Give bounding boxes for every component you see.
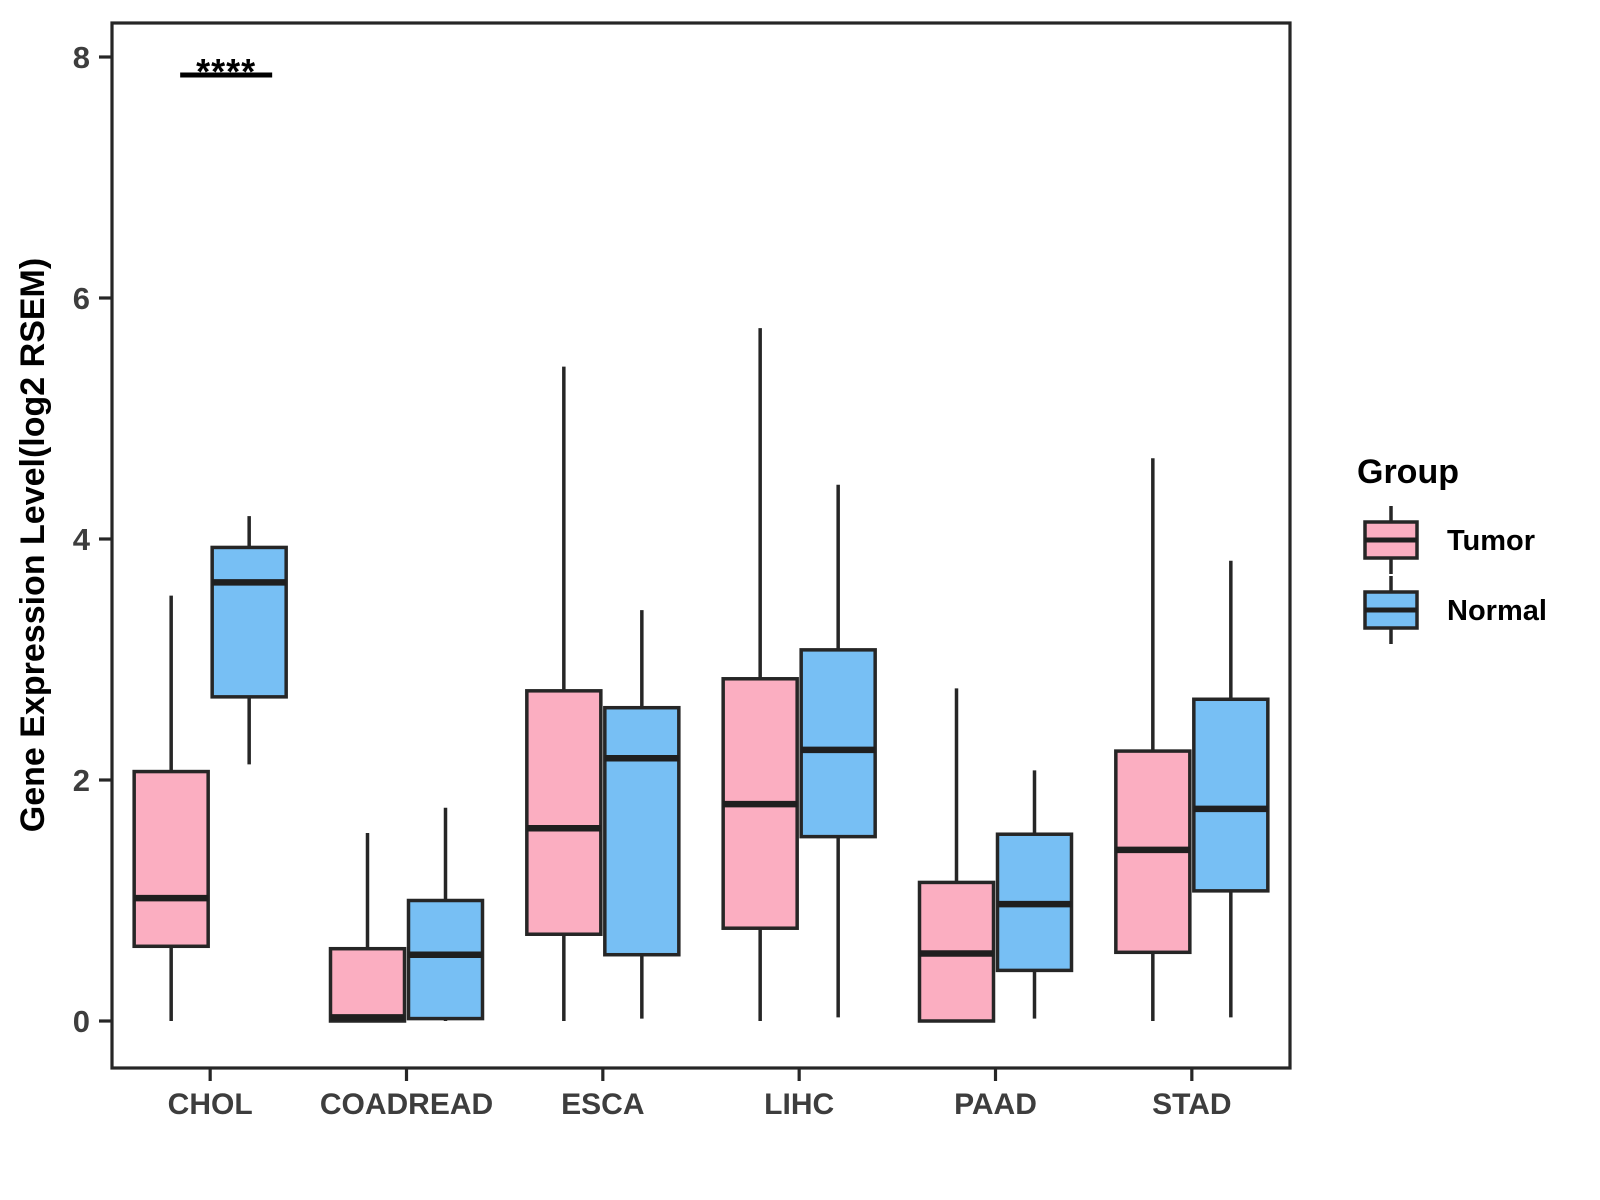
- y-tick-label-0: 0: [73, 1004, 90, 1039]
- box-CHOL-Tumor: [132, 595, 210, 1021]
- box-CHOL-Normal: [210, 516, 288, 765]
- legend-label-normal: Normal: [1447, 595, 1547, 627]
- box-LIHC-Normal: [799, 484, 877, 1018]
- box-ESCA-Tumor: [525, 366, 603, 1021]
- iqr-box: [328, 946, 407, 1023]
- box-STAD-Tumor: [1114, 458, 1192, 1021]
- box-ESCA-Normal: [603, 610, 681, 1019]
- box-LIHC-Tumor: [721, 328, 799, 1021]
- x-tick-label-LIHC: LIHC: [764, 1088, 834, 1121]
- iqr-box: [210, 545, 288, 699]
- box-PAAD-Tumor: [917, 688, 996, 1023]
- x-tick-label-PAAD: PAAD: [954, 1088, 1037, 1121]
- legend-item-tumor: Tumor: [1363, 506, 1535, 574]
- x-tick-label-ESCA: ESCA: [561, 1088, 644, 1121]
- iqr-box: [525, 689, 603, 936]
- iqr-box: [1192, 697, 1270, 893]
- x-tick-label-CHOL: CHOL: [168, 1088, 253, 1121]
- x-tick-label-STAD: STAD: [1152, 1088, 1231, 1121]
- significance-CHOL: ****: [180, 51, 273, 92]
- legend-item-normal: Normal: [1363, 576, 1547, 644]
- iqr-box: [799, 648, 877, 839]
- box-PAAD-Normal: [995, 770, 1074, 1019]
- legend-items: Tumor Normal: [1363, 506, 1547, 644]
- significance-stars: ****: [196, 51, 256, 92]
- y-axis-title: Gene Expression Level(log2 RSEM): [14, 258, 52, 832]
- plot-panel: 0 2 4 6 8 CHOL COADREAD ESCA LIHC PAAD STAD ****: [73, 21, 1292, 1121]
- y-tick-label-6: 6: [73, 281, 90, 316]
- x-tick-label-COADREAD: COADREAD: [320, 1088, 493, 1121]
- box-COADREAD-Normal: [406, 807, 485, 1021]
- iqr-box: [406, 898, 485, 1021]
- iqr-box: [132, 769, 210, 949]
- box-STAD-Normal: [1192, 560, 1270, 1018]
- legend-title: Group: [1357, 453, 1459, 491]
- y-tick-label-2: 2: [73, 763, 90, 798]
- legend-label-tumor: Tumor: [1447, 525, 1535, 557]
- iqr-box: [603, 705, 681, 957]
- y-tick-label-8: 8: [73, 40, 90, 75]
- box-COADREAD-Tumor: [328, 833, 407, 1023]
- y-tick-label-4: 4: [73, 522, 91, 557]
- legend: Group Tumor Normal: [1357, 453, 1547, 644]
- panel-frame: [110, 21, 1292, 1070]
